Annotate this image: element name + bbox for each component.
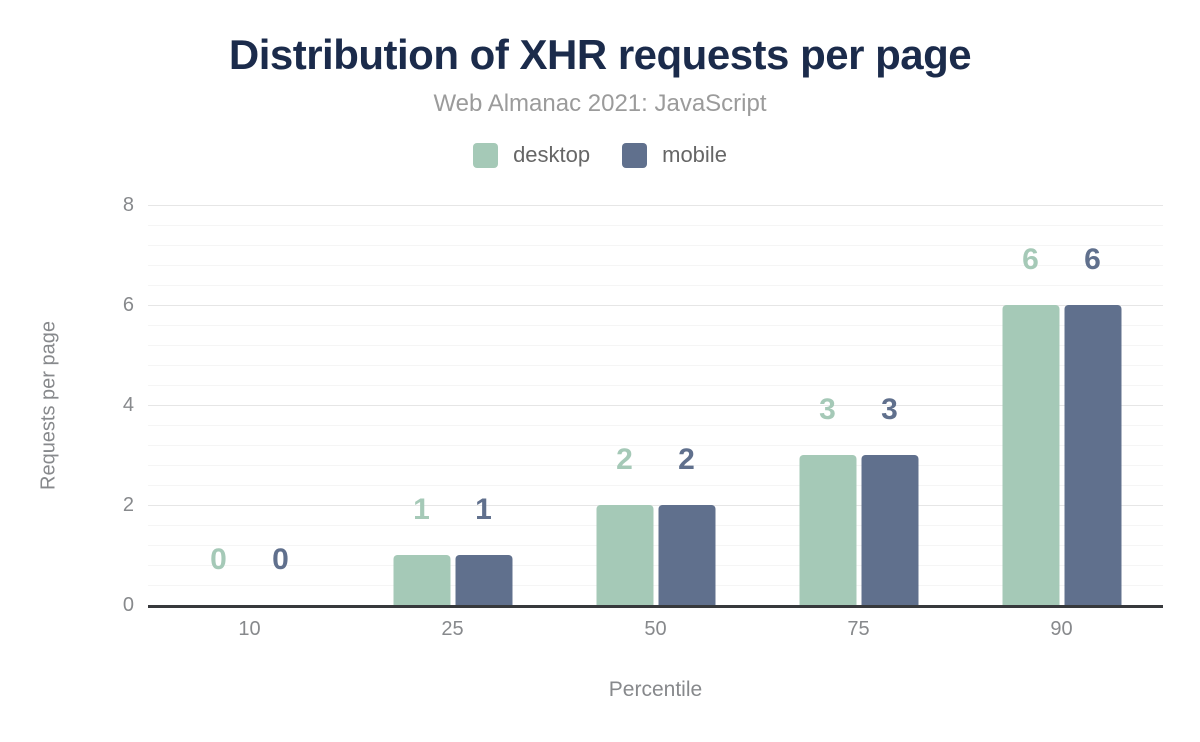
legend-label-mobile: mobile: [662, 142, 727, 167]
bar-mobile-p90[interactable]: [1064, 305, 1121, 605]
bar-slot-mobile-p10: 0: [252, 205, 309, 605]
minor-gridline-y3.6: [148, 425, 1163, 426]
bar-slot-mobile-p75: 3: [861, 205, 918, 605]
minor-gridline-y5.6: [148, 325, 1163, 326]
bar-slot-mobile-p90: 6: [1064, 205, 1121, 605]
chart-title: Distribution of XHR requests per page: [228, 31, 972, 78]
minor-gridline-y4.4: [148, 385, 1163, 386]
legend: desktop mobile: [0, 142, 1200, 168]
x-tick-label-25: 25: [441, 618, 464, 640]
bar-slot-mobile-p50: 2: [658, 205, 715, 605]
x-axis-title: Percentile: [608, 678, 703, 701]
bar-mobile-p50[interactable]: [658, 505, 715, 605]
minor-gridline-y0.8: [148, 565, 1163, 566]
major-gridline-y2: [148, 505, 1163, 506]
x-tick-label-90: 90: [1050, 618, 1073, 640]
major-gridline-y8: [148, 205, 1163, 206]
y-tick-label-0: 0: [122, 594, 134, 616]
y-tick-label-2: 2: [122, 494, 134, 516]
x-axis-line: [148, 605, 1163, 608]
bar-desktop-p25[interactable]: [393, 555, 450, 605]
x-tick-label-75: 75: [847, 618, 870, 640]
bar-mobile-p75[interactable]: [861, 455, 918, 605]
bar-desktop-p50[interactable]: [596, 505, 653, 605]
bar-mobile-p25[interactable]: [455, 555, 512, 605]
bar-value-mobile-p75: 3: [881, 393, 898, 426]
bar-value-desktop-p50: 2: [616, 443, 633, 476]
bar-slot-desktop-p10: 0: [190, 205, 247, 605]
y-tick-label-4: 4: [122, 394, 134, 416]
minor-gridline-y1.2: [148, 545, 1163, 546]
bar-value-desktop-p90: 6: [1022, 243, 1039, 276]
bar-slot-desktop-p50: 2: [596, 205, 653, 605]
minor-gridline-y7.2: [148, 245, 1163, 246]
y-tick-label-6: 6: [122, 294, 134, 316]
x-tick-label-50: 50: [644, 618, 667, 640]
minor-gridline-y0.4: [148, 585, 1163, 586]
minor-gridline-y2.4: [148, 485, 1163, 486]
bar-slot-desktop-p75: 3: [799, 205, 856, 605]
mobile-swatch-icon: [622, 142, 648, 168]
bar-value-desktop-p25: 1: [413, 493, 430, 526]
legend-label-desktop: desktop: [513, 142, 591, 167]
minor-gridline-y3.2: [148, 445, 1163, 446]
x-tick-label-10: 10: [238, 618, 261, 640]
bar-value-desktop-p75: 3: [819, 393, 836, 426]
major-gridline-y6: [148, 305, 1163, 306]
bar-slot-mobile-p25: 1: [455, 205, 512, 605]
desktop-swatch-icon: [473, 142, 499, 168]
bar-slot-desktop-p90: 6: [1002, 205, 1059, 605]
minor-gridline-y6.8: [148, 265, 1163, 266]
y-tick-label-8: 8: [122, 194, 134, 216]
chart-subtitle: Web Almanac 2021: JavaScript: [433, 90, 767, 117]
major-gridline-y4: [148, 405, 1163, 406]
legend-item-mobile[interactable]: mobile: [622, 142, 727, 168]
minor-gridline-y7.6: [148, 225, 1163, 226]
bar-desktop-p75[interactable]: [799, 455, 856, 605]
y-axis: 0 2 4 6 8: [0, 194, 138, 616]
bar-value-mobile-p25: 1: [475, 493, 492, 526]
bar-slot-desktop-p25: 1: [393, 205, 450, 605]
bar-desktop-p90[interactable]: [1002, 305, 1059, 605]
legend-item-desktop[interactable]: desktop: [473, 142, 590, 168]
minor-gridline-y1.6: [148, 525, 1163, 526]
minor-gridline-y2.8: [148, 465, 1163, 466]
bar-value-mobile-p90: 6: [1084, 243, 1101, 276]
x-axis: 10 25 50 75 90: [148, 616, 1163, 642]
bar-value-desktop-p10: 0: [210, 543, 227, 576]
minor-gridline-y6.4: [148, 285, 1163, 286]
bar-value-mobile-p50: 2: [678, 443, 695, 476]
minor-gridline-y5.2: [148, 345, 1163, 346]
minor-gridline-y4.8: [148, 365, 1163, 366]
bar-value-mobile-p10: 0: [272, 543, 289, 576]
